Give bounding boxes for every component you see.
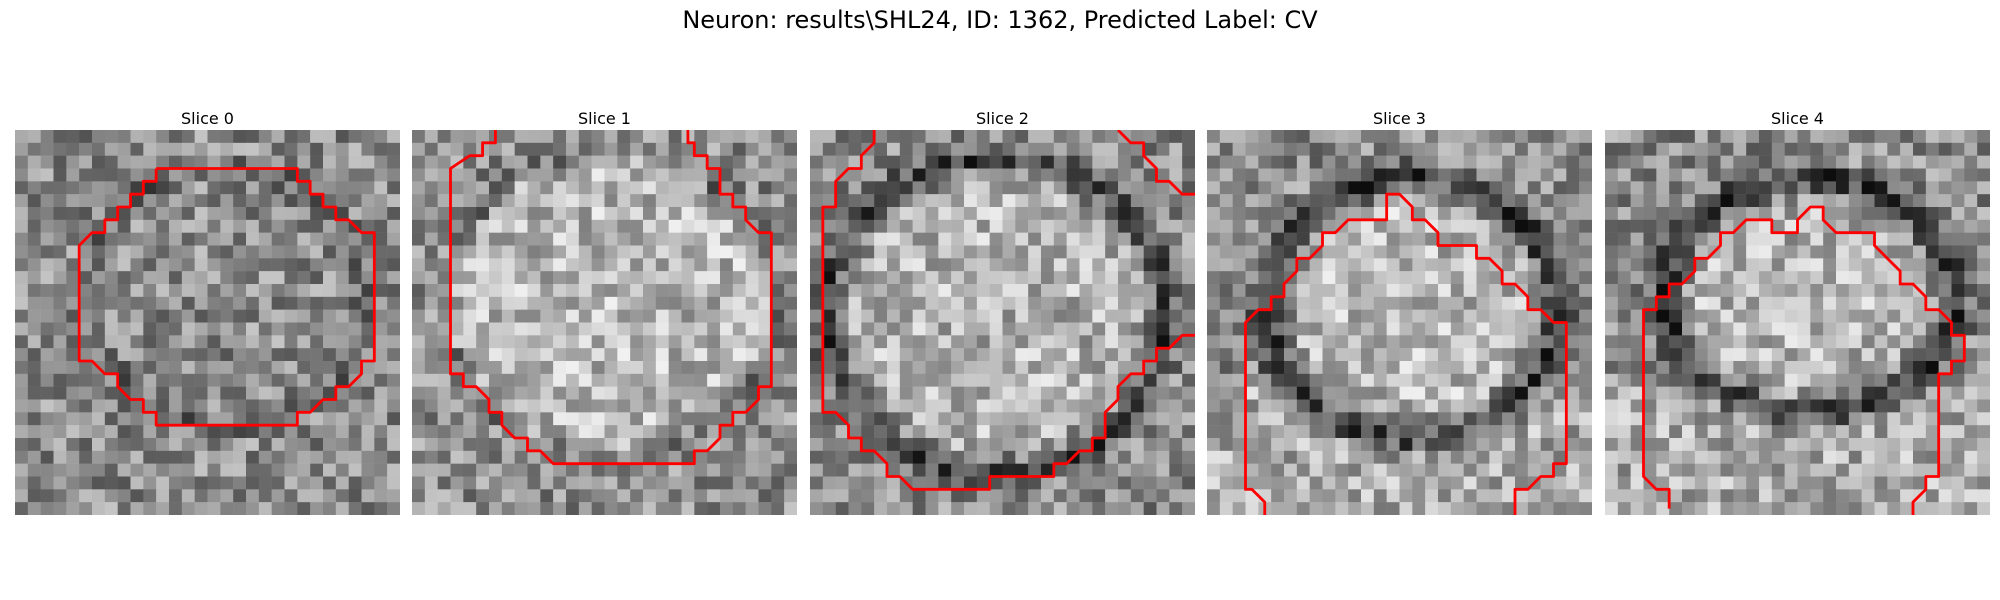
slice-image-0 <box>15 130 400 515</box>
slice-pixels-1 <box>412 130 797 515</box>
slice-title-1: Slice 1 <box>578 109 631 128</box>
slice-title-2: Slice 2 <box>976 109 1029 128</box>
segmentation-contour-2b <box>1117 130 1195 196</box>
slice-image-1 <box>412 130 797 515</box>
segmentation-contour-0 <box>77 167 376 427</box>
slice-title-0: Slice 0 <box>181 109 234 128</box>
slice-pixels-0 <box>15 130 400 515</box>
slice-image-2 <box>810 130 1195 515</box>
slice-pixels-2 <box>810 130 1195 515</box>
slice-panel-0: Slice 0 <box>15 108 400 515</box>
slice-image-4 <box>1605 130 1990 515</box>
slice-panel-2: Slice 2 <box>810 108 1195 515</box>
figure-title: Neuron: results\SHL24, ID: 1362, Predict… <box>682 6 1318 34</box>
slice-title-4: Slice 4 <box>1771 109 1824 128</box>
segmentation-contour-3 <box>1244 192 1568 515</box>
slice-pixels-3 <box>1207 130 1592 515</box>
segmentation-contour-1 <box>449 130 773 466</box>
slice-panel-3: Slice 3 <box>1207 108 1592 515</box>
slice-panel-1: Slice 1 <box>412 108 797 515</box>
segmentation-contour-4 <box>1642 205 1966 515</box>
slice-panel-4: Slice 4 <box>1605 108 1990 515</box>
slice-title-3: Slice 3 <box>1373 109 1426 128</box>
segmentation-contour-2 <box>821 130 1195 491</box>
slice-image-3 <box>1207 130 1592 515</box>
slice-pixels-4 <box>1605 130 1990 515</box>
